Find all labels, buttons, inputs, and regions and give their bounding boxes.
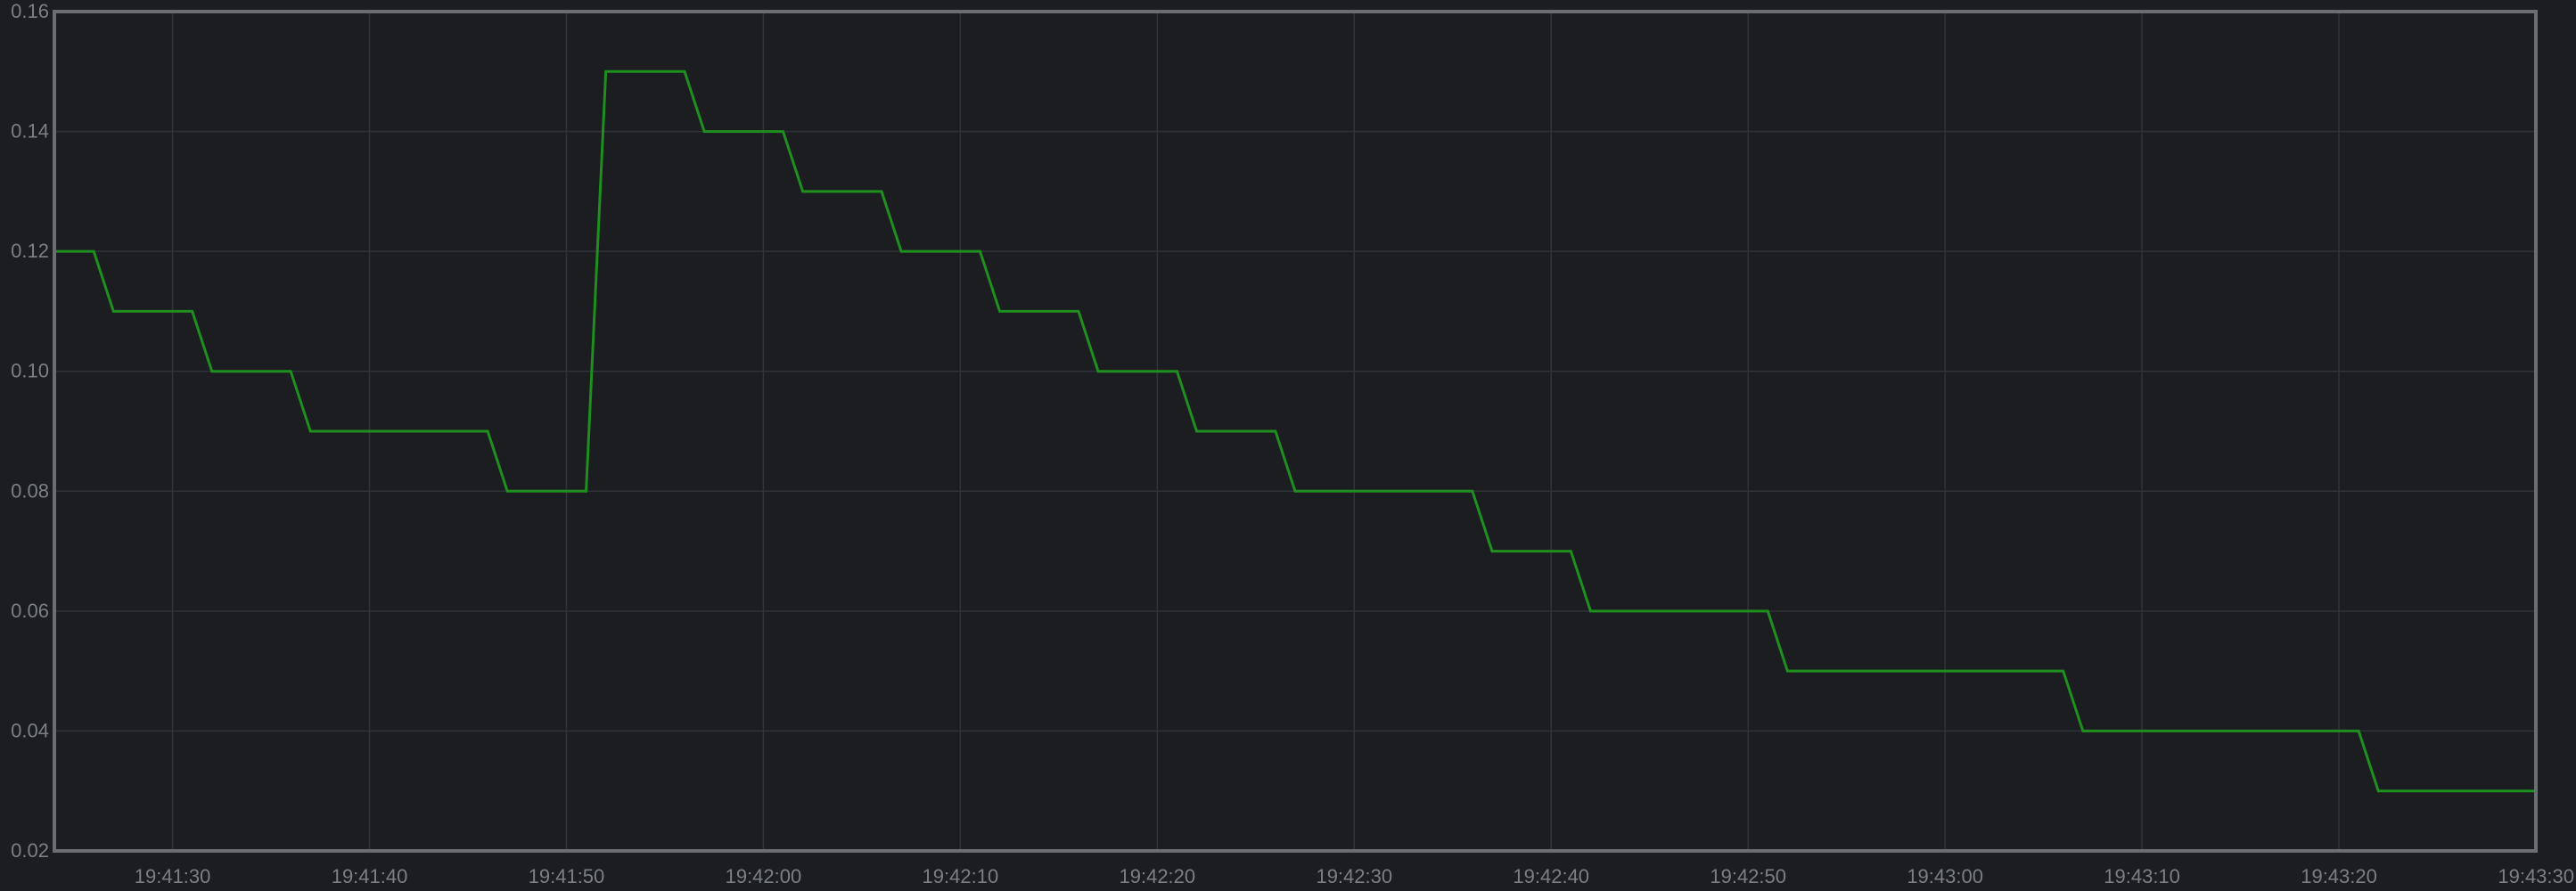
x-tick-label: 19:41:40 [332, 865, 408, 887]
x-tick-label: 19:43:20 [2301, 865, 2377, 887]
x-tick-label: 19:42:40 [1513, 865, 1589, 887]
y-tick-label: 0.02 [11, 839, 49, 862]
x-tick-label: 19:42:30 [1316, 865, 1392, 887]
x-tick-label: 19:43:30 [2498, 865, 2574, 887]
x-tick-label: 19:43:00 [1907, 865, 1983, 887]
y-tick-label: 0.10 [11, 360, 49, 382]
x-tick-label: 19:41:50 [529, 865, 605, 887]
y-tick-label: 0.16 [11, 0, 49, 22]
x-tick-label: 19:42:10 [923, 865, 999, 887]
x-tick-label: 19:42:00 [726, 865, 802, 887]
y-tick-label: 0.04 [11, 719, 49, 741]
y-tick-label: 0.12 [11, 240, 49, 262]
x-tick-label: 19:42:20 [1120, 865, 1196, 887]
x-tick-label: 19:42:50 [1710, 865, 1786, 887]
y-tick-label: 0.06 [11, 600, 49, 622]
plot-frame [53, 10, 2538, 853]
x-tick-label: 19:43:10 [2104, 865, 2180, 887]
series-line [54, 69, 2536, 793]
y-tick-label: 0.08 [11, 479, 49, 502]
x-tick-label: 19:41:30 [135, 865, 211, 887]
y-tick-label: 0.14 [11, 120, 49, 143]
